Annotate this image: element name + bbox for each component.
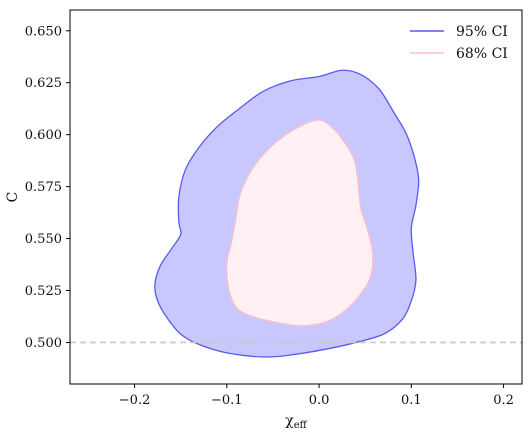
- plot-area: [70, 69, 522, 358]
- x-axis-label-sub: eff: [294, 420, 308, 431]
- y-tick-label: 0.525: [25, 284, 62, 299]
- x-tick-label: 0.2: [493, 393, 514, 408]
- x-axis-label: χeff: [285, 413, 307, 431]
- y-axis-label: C: [5, 192, 21, 203]
- x-axis-label-main: χ: [285, 413, 294, 429]
- legend-label: 68% CI: [456, 46, 508, 62]
- x-tick-label: 0.0: [309, 393, 330, 408]
- x-tick-label: −0.2: [119, 393, 151, 408]
- legend: 95% CI 68% CI: [410, 24, 508, 62]
- y-tick-label: 0.625: [25, 76, 62, 91]
- y-tick-label: 0.575: [25, 180, 62, 195]
- plot-frame: [69, 9, 523, 385]
- y-tick-label: 0.600: [25, 128, 62, 143]
- y-tick-label: 0.550: [25, 232, 62, 247]
- axes: −0.2 −0.1 0.0 0.1 0.2 0.500 0.525 0.550 0.575 0.6…: [25, 9, 523, 408]
- y-tick-label: 0.650: [25, 24, 62, 39]
- x-tick-label: −0.1: [211, 393, 243, 408]
- x-tick-label: 0.1: [401, 393, 422, 408]
- legend-label: 95% CI: [456, 24, 508, 40]
- y-tick-label: 0.500: [25, 336, 62, 351]
- contour-region-68: [226, 119, 374, 327]
